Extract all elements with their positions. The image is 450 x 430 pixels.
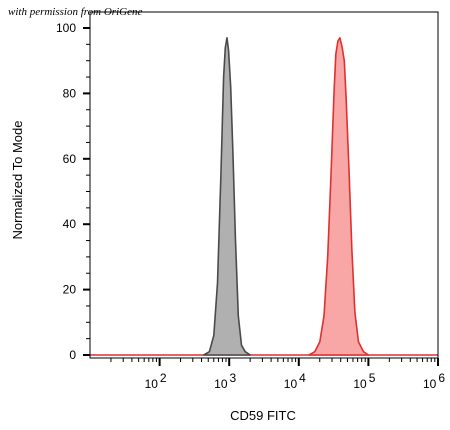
y-tick-label: 0 [69,348,76,362]
y-tick-label: 60 [63,152,77,166]
y-tick-label: 100 [56,21,76,35]
x-axis-title: CD59 FITC [230,408,296,423]
y-axis-title: Normalized To Mode [10,121,25,240]
histogram-series-1 [202,37,251,356]
x-tick-label: 10 3 [214,371,236,391]
plot-frame [89,11,439,359]
histogram-series-2 [308,37,370,356]
watermark-text: with permission from OriGene [8,6,143,18]
axes-group [83,11,439,366]
y-tick-label: 20 [63,283,77,297]
x-tick-label: 10 4 [284,371,306,391]
x-tick-label: 10 6 [423,371,445,391]
x-tick-label: 10 2 [145,371,167,391]
y-tick-label: 40 [63,217,77,231]
y-tick-label: 80 [63,86,77,100]
x-tick-label: 10 5 [353,371,375,391]
histogram-series-group [90,37,438,356]
tick-label-group: 0 20 40 60 80 100 10 2 10 3 10 4 10 5 10 6 [56,21,445,391]
